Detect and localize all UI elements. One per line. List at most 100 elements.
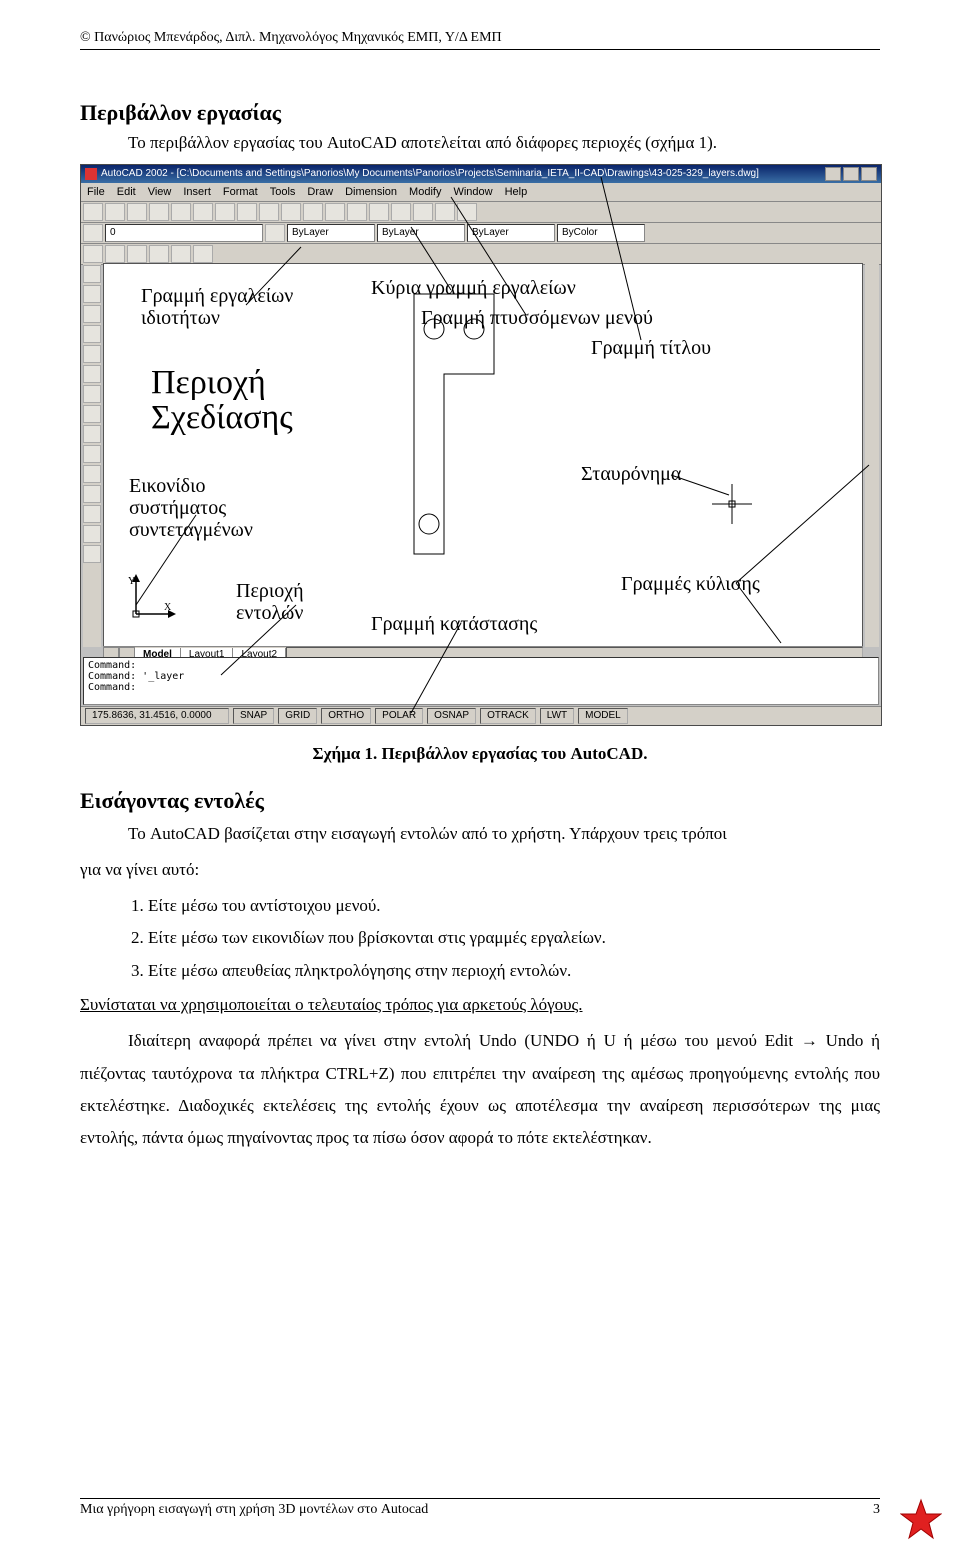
figure-caption: Σχήμα 1. Περιβάλλον εργασίας του AutoCAD… <box>80 744 880 764</box>
menu-help[interactable]: Help <box>505 186 528 198</box>
tool-zoomprev-icon[interactable] <box>391 203 411 221</box>
osnap-int-icon[interactable] <box>149 245 169 263</box>
object-snap-toolbar[interactable] <box>81 244 881 265</box>
window-titlebar: AutoCAD 2002 - [C:\Documents and Setting… <box>81 165 881 183</box>
layer-combo[interactable]: 0 <box>105 224 263 242</box>
section2-para2: Ιδιαίτερη αναφορά πρέπει να γίνει στην ε… <box>80 1025 880 1154</box>
block-icon[interactable] <box>83 465 101 483</box>
tool-zoom-icon[interactable] <box>347 203 367 221</box>
command-line-area[interactable]: Command: Command: '_layer Command: <box>83 657 879 705</box>
status-grid[interactable]: GRID <box>278 708 317 724</box>
rectangle-icon[interactable] <box>83 345 101 363</box>
svg-text:X: X <box>164 602 172 613</box>
plotstyle-combo[interactable]: ByColor <box>557 224 645 242</box>
status-coords: 175.8636, 31.4516, 0.0000 <box>85 708 229 724</box>
tool-help-icon[interactable] <box>457 203 477 221</box>
anno-crosshair: Σταυρόνημα <box>581 463 681 486</box>
tool-zoomwin-icon[interactable] <box>369 203 389 221</box>
maximize-button[interactable] <box>843 167 859 181</box>
status-lwt[interactable]: LWT <box>540 708 574 724</box>
svg-text:Y: Y <box>128 576 135 587</box>
tool-copy-icon[interactable] <box>215 203 235 221</box>
arc-icon[interactable] <box>83 365 101 383</box>
tool-print-icon[interactable] <box>149 203 169 221</box>
tool-open-icon[interactable] <box>105 203 125 221</box>
tool-new-icon[interactable] <box>83 203 103 221</box>
status-osnap[interactable]: OSNAP <box>427 708 476 724</box>
standard-toolbar[interactable] <box>81 202 881 223</box>
hatch-icon[interactable] <box>83 505 101 523</box>
tool-preview-icon[interactable] <box>171 203 191 221</box>
layerprev-icon[interactable] <box>265 224 285 242</box>
status-otrack[interactable]: OTRACK <box>480 708 536 724</box>
tool-cut-icon[interactable] <box>193 203 213 221</box>
star-icon <box>900 1498 942 1540</box>
insert-icon[interactable] <box>83 445 101 463</box>
menu-format[interactable]: Format <box>223 186 258 198</box>
osnap-icon[interactable] <box>83 245 103 263</box>
anno-props-toolbar: Γραμμή εργαλείωνιδιοτήτων <box>141 285 293 329</box>
osnap-mid-icon[interactable] <box>127 245 147 263</box>
color-combo[interactable]: ByLayer <box>287 224 375 242</box>
menu-modify[interactable]: Modify <box>409 186 441 198</box>
status-snap[interactable]: SNAP <box>233 708 274 724</box>
menu-bar[interactable]: File Edit View Insert Format Tools Draw … <box>81 183 881 202</box>
step-3: Είτε μέσω απευθείας πληκτρολόγησης στην … <box>148 955 880 987</box>
page: © Πανώριος Μπενάρδος, Διπλ. Μηχανολόγος … <box>0 0 960 1558</box>
menu-view[interactable]: View <box>148 186 172 198</box>
menu-draw[interactable]: Draw <box>307 186 333 198</box>
spline-icon[interactable] <box>83 405 101 423</box>
tool-match-icon[interactable] <box>259 203 279 221</box>
tool-props-icon[interactable] <box>413 203 433 221</box>
vertical-scrollbar[interactable] <box>865 263 879 647</box>
menu-edit[interactable]: Edit <box>117 186 136 198</box>
pline-icon[interactable] <box>83 305 101 323</box>
crosshair-icon <box>712 484 752 524</box>
menu-file[interactable]: File <box>87 186 105 198</box>
draw-toolbar[interactable] <box>83 263 101 647</box>
section1-title: Περιβάλλον εργασίας <box>80 100 880 126</box>
osnap-ext-icon[interactable] <box>171 245 191 263</box>
anno-ucs: Εικονίδιοσυστήματοςσυντεταγμένων <box>129 475 253 541</box>
tool-save-icon[interactable] <box>127 203 147 221</box>
point-icon[interactable] <box>83 485 101 503</box>
region-icon[interactable] <box>83 525 101 543</box>
anno-drawing-area: ΠεριοχήΣχεδίασης <box>151 365 293 436</box>
properties-toolbar[interactable]: 0 ByLayer ByLayer ByLayer ByColor <box>81 223 881 244</box>
osnap-cen-icon[interactable] <box>193 245 213 263</box>
circle-icon[interactable] <box>83 385 101 403</box>
tool-undo-icon[interactable] <box>281 203 301 221</box>
tool-pan-icon[interactable] <box>325 203 345 221</box>
menu-tools[interactable]: Tools <box>270 186 296 198</box>
app-icon <box>85 168 97 180</box>
minimize-button[interactable] <box>825 167 841 181</box>
linetype-combo[interactable]: ByLayer <box>377 224 465 242</box>
anno-scrollbars: Γραμμές κύλισης <box>621 573 760 596</box>
menu-window[interactable]: Window <box>453 186 492 198</box>
close-button[interactable] <box>861 167 877 181</box>
step-2: Είτε μέσω των εικονιδίων που βρίσκονται … <box>148 922 880 954</box>
tool-paste-icon[interactable] <box>237 203 257 221</box>
section2-advice: Συνίσταται να χρησιμοποιείται ο τελευταί… <box>80 989 880 1021</box>
menu-insert[interactable]: Insert <box>183 186 211 198</box>
layer-icon[interactable] <box>83 224 103 242</box>
window-controls[interactable] <box>825 167 877 181</box>
section2-steps: Είτε μέσω του αντίστοιχου μενού. Είτε μέ… <box>80 890 880 987</box>
status-polar[interactable]: POLAR <box>375 708 423 724</box>
step-1: Είτε μέσω του αντίστοιχου μενού. <box>148 890 880 922</box>
footer-page-number: 3 <box>873 1502 880 1518</box>
line-icon[interactable] <box>83 265 101 283</box>
section2-para1a: Το AutoCAD βασίζεται στην εισαγωγή εντολ… <box>80 818 880 850</box>
text-icon[interactable] <box>83 545 101 563</box>
menu-dimension[interactable]: Dimension <box>345 186 397 198</box>
polygon-icon[interactable] <box>83 325 101 343</box>
xline-icon[interactable] <box>83 285 101 303</box>
anno-cmd-area: Περιοχήεντολών <box>236 580 304 624</box>
ellipse-icon[interactable] <box>83 425 101 443</box>
status-ortho[interactable]: ORTHO <box>321 708 371 724</box>
tool-redo-icon[interactable] <box>303 203 323 221</box>
lineweight-combo[interactable]: ByLayer <box>467 224 555 242</box>
tool-dc-icon[interactable] <box>435 203 455 221</box>
status-model[interactable]: MODEL <box>578 708 628 724</box>
osnap-end-icon[interactable] <box>105 245 125 263</box>
